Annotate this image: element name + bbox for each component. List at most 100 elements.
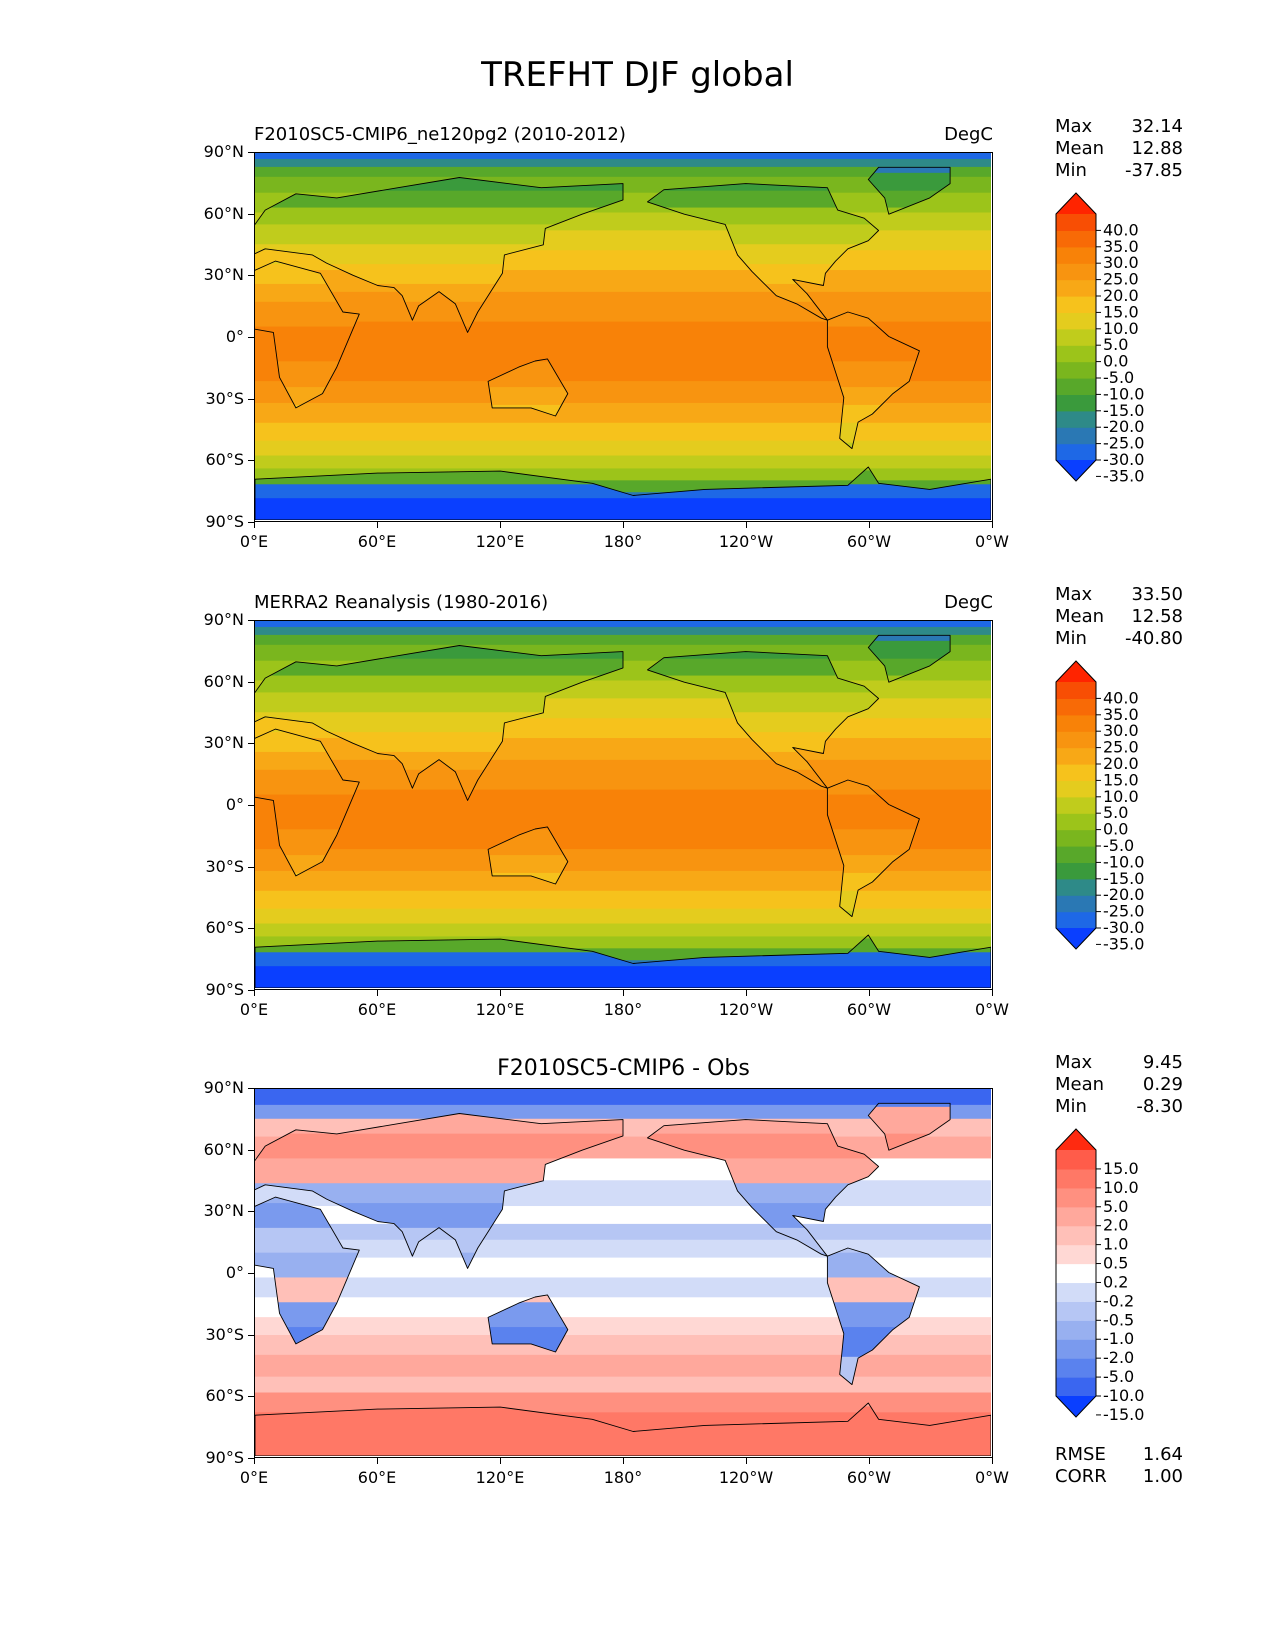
panel-center-title: F2010SC5-CMIP6 - Obs xyxy=(497,1056,750,1081)
colorbar-segment xyxy=(1056,1263,1096,1284)
field-band xyxy=(255,1223,991,1241)
colorbar-segment xyxy=(1056,345,1096,363)
stat-row: Max 33.50 xyxy=(1055,584,1183,606)
land-band xyxy=(255,966,991,988)
lat-tick-label: 30°S xyxy=(205,856,244,876)
stat-row: Min -37.85 xyxy=(1055,160,1183,182)
colorbar-segment xyxy=(1056,1187,1096,1208)
field-band xyxy=(255,1354,991,1378)
colorbar-segment xyxy=(1056,764,1096,781)
stat-label: Mean xyxy=(1055,606,1105,627)
lat-tick-label: 60°N xyxy=(203,203,244,223)
colorbar-bottom-extend xyxy=(1056,1396,1096,1417)
colorbar-segment xyxy=(1056,296,1096,313)
panel-left-title: F2010SC5-CMIP6_ne120pg2 (2010-2012) xyxy=(254,124,626,145)
stat-value: 32.14 xyxy=(1131,116,1183,137)
lon-tick-label: 0°W xyxy=(975,1000,1009,1019)
stat-label: Max xyxy=(1055,1052,1093,1073)
colorbar-segment xyxy=(1056,1282,1096,1302)
colorbar-label: 5.0 xyxy=(1103,1197,1128,1216)
lat-tick-label: 30°N xyxy=(203,733,244,753)
colorbar-bottom-extend xyxy=(1056,460,1096,481)
lon-tick-mark xyxy=(377,1458,378,1464)
lat-tick-label: 60°S xyxy=(205,1386,244,1406)
lat-tick-label: 30°S xyxy=(205,1324,244,1344)
colorbar-label: -25.0 xyxy=(1103,434,1144,453)
field-band xyxy=(255,455,991,469)
lat-tick-mark xyxy=(248,805,254,806)
stat-value: 12.58 xyxy=(1131,606,1183,627)
colorbar-segment xyxy=(1056,813,1096,831)
field-band xyxy=(255,870,991,892)
lon-tick-mark xyxy=(746,522,747,528)
lat-tick-mark xyxy=(248,1273,254,1274)
field-band xyxy=(255,291,991,323)
coastlines xyxy=(255,1102,991,1456)
colorbar-bottom-extend xyxy=(1056,928,1096,949)
colorbar-segment xyxy=(1056,214,1096,231)
field-band xyxy=(255,153,991,160)
lon-tick-mark xyxy=(623,522,624,528)
lat-tick-label: 0° xyxy=(225,327,244,346)
field-band xyxy=(255,626,991,636)
stat-row: Min -8.30 xyxy=(1055,1096,1183,1118)
lat-tick-label: 30°S xyxy=(205,388,244,408)
lat-tick-mark xyxy=(248,1334,254,1336)
colorbar-segment xyxy=(1056,263,1096,281)
colorbar-label: -30.0 xyxy=(1103,450,1144,469)
colorbar-label: -15.0 xyxy=(1103,869,1144,888)
lon-tick-mark xyxy=(377,990,378,996)
colorbar-segment xyxy=(1056,410,1096,428)
stat-value: 12.88 xyxy=(1131,138,1183,159)
lat-tick-mark xyxy=(248,1458,254,1459)
colorbar-label: 0.0 xyxy=(1103,820,1128,839)
colorbar-segment xyxy=(1056,780,1096,798)
lon-tick-label: 180° xyxy=(603,1468,643,1487)
panel-left-title: MERRA2 Reanalysis (1980-2016) xyxy=(254,592,549,613)
lat-tick-label: 60°S xyxy=(205,450,244,470)
lat-tick-mark xyxy=(248,1088,254,1089)
field-band xyxy=(255,1257,991,1278)
colorbar-label: -25.0 xyxy=(1103,902,1144,921)
lon-tick-mark xyxy=(746,1458,747,1464)
lon-tick-label: 60°W xyxy=(846,1000,892,1019)
colorbar-segment xyxy=(1056,230,1096,248)
field-band xyxy=(255,621,991,628)
colorbar-label: 10.0 xyxy=(1103,1178,1139,1197)
lon-tick-label: 0°E xyxy=(239,1000,269,1019)
colorbar-label: 25.0 xyxy=(1103,270,1139,289)
stat-value: 0.29 xyxy=(1142,1074,1183,1095)
field-band xyxy=(255,908,991,925)
field-band xyxy=(255,166,991,178)
stat-value: 1.64 xyxy=(1142,1444,1183,1465)
map-field xyxy=(254,1088,993,1458)
stat-value: -37.85 xyxy=(1124,160,1183,181)
stats-box: Max 33.50 Mean 12.58 Min -40.80 xyxy=(1055,584,1183,650)
stats-box: Max 32.14 Mean 12.88 Min -37.85 xyxy=(1055,116,1183,182)
colorbar-label: 15.0 xyxy=(1103,1159,1139,1178)
colorbar-label: 15.0 xyxy=(1103,302,1139,321)
colorbar-segment xyxy=(1056,829,1096,847)
lon-tick-mark xyxy=(869,522,870,528)
colorbar-label: -35.0 xyxy=(1103,466,1144,485)
lon-tick-label: 60°E xyxy=(357,1000,397,1019)
field-band xyxy=(255,1317,991,1336)
lon-tick-label: 120°E xyxy=(475,532,525,551)
lon-tick-label: 0°W xyxy=(975,532,1009,551)
lat-tick-label: 90°N xyxy=(203,142,244,161)
colorbar-segment xyxy=(1056,427,1096,445)
field-band xyxy=(255,1334,991,1356)
colorbar-label: 2.0 xyxy=(1103,1216,1128,1235)
stat-value: -8.30 xyxy=(1136,1096,1183,1117)
colorbar-label: 15.0 xyxy=(1103,770,1139,789)
colorbar-label: -0.5 xyxy=(1103,1310,1134,1329)
colorbar-label: -1.0 xyxy=(1103,1329,1134,1348)
map-field xyxy=(254,152,993,522)
stat-label: Mean xyxy=(1055,138,1105,159)
figure-title: TREFHT DJF global xyxy=(481,55,794,95)
field-band xyxy=(255,1239,991,1259)
stat-value: 1.00 xyxy=(1142,1466,1183,1487)
lat-tick-label: 90°N xyxy=(203,610,244,629)
lat-tick-label: 90°S xyxy=(205,1448,244,1467)
field-band xyxy=(255,1277,991,1298)
